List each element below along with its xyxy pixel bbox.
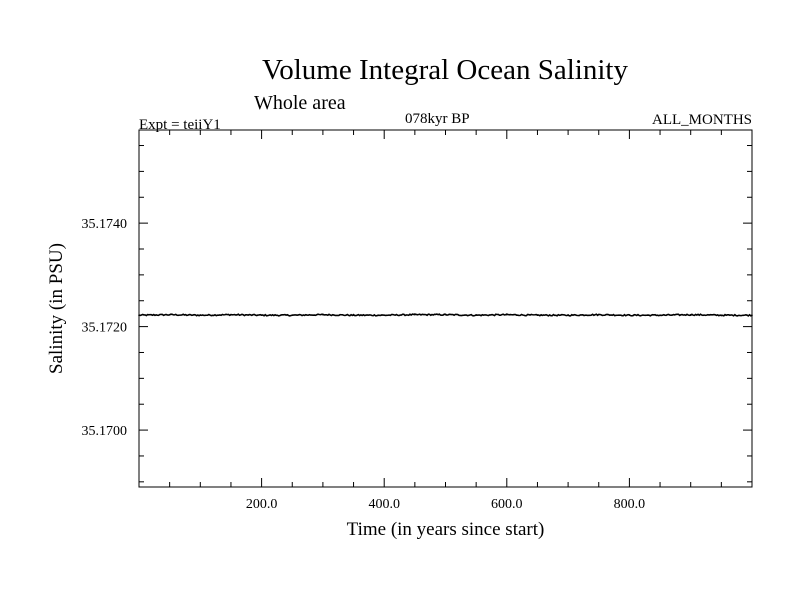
data-point: [199, 314, 202, 317]
period-label: 078kyr BP: [405, 111, 470, 127]
x-tick-label: 800.0: [614, 497, 646, 512]
chart-subtitle: Whole area: [254, 92, 346, 114]
chart-title: Volume Integral Ocean Salinity: [262, 54, 628, 86]
x-tick-label: 200.0: [246, 497, 278, 512]
data-point: [567, 314, 569, 317]
data-point: [322, 313, 324, 316]
data-point: [260, 314, 263, 317]
data-point: [689, 313, 692, 316]
data-point: [506, 313, 508, 316]
data-point: [628, 314, 631, 317]
data-point: [352, 314, 355, 317]
y-axis-label: Salinity (in PSU): [46, 243, 67, 374]
data-point: [659, 314, 661, 317]
y-tick-label: 35.1720: [82, 321, 128, 336]
data-point: [751, 314, 753, 317]
data-point: [230, 313, 232, 316]
data-point: [444, 313, 447, 316]
months-label: ALL_MONTHS: [652, 112, 752, 128]
x-axis-label: Time (in years since start): [347, 519, 545, 540]
data-point: [475, 314, 477, 317]
series-layer: [138, 313, 753, 317]
axis-labels: 200.0 400.0 600.0 800.0 35.1700 35.1720 35.174…: [46, 217, 645, 540]
data-point: [291, 314, 294, 317]
y-tick-label: 35.1740: [82, 217, 128, 232]
data-point: [414, 313, 416, 316]
data-point: [383, 314, 386, 317]
data-point: [720, 314, 723, 317]
x-tick-label: 600.0: [491, 497, 523, 512]
experiment-label: Expt = teiiY1: [139, 117, 221, 133]
plot-frame: [138, 129, 753, 488]
data-point: [597, 313, 600, 316]
axes: [138, 129, 753, 488]
data-point: [138, 314, 140, 317]
data-point: [168, 313, 171, 316]
y-tick-label: 35.1700: [82, 424, 128, 439]
x-tick-label: 400.0: [368, 497, 400, 512]
data-point: [536, 314, 539, 317]
